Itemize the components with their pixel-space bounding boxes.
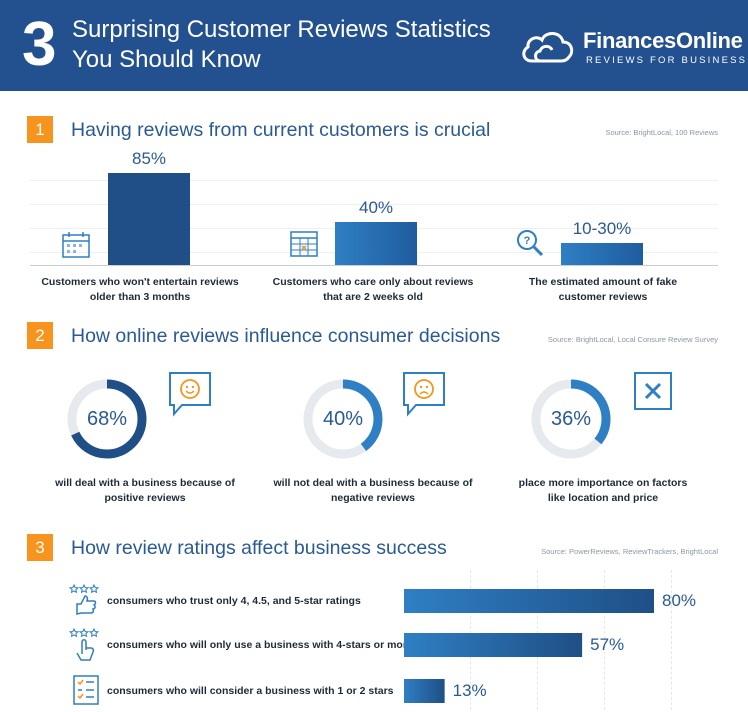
bar [335, 221, 417, 265]
gridline [604, 570, 605, 710]
caption-line: like location and price [547, 492, 659, 504]
bar-caption: The estimated amount of fake customer re… [493, 275, 713, 305]
row-label: consumers who trust only 4, 4.5, and 5-s… [107, 595, 361, 607]
section-2-source: Source: BrightLocal, Local Consure Revie… [547, 335, 718, 344]
brand-tagline: REVIEWS FOR BUSINESS [586, 55, 748, 66]
bar-value-label: 85% [131, 149, 167, 169]
gridline [671, 570, 672, 710]
caption-line: negative reviews [330, 492, 416, 504]
caption-line: positive reviews [104, 492, 186, 504]
caption-line: The estimated amount of fake [528, 276, 678, 288]
calendar-grid-icon [290, 231, 318, 257]
header-number: 3 [22, 10, 57, 79]
donut-value-label: 68% [86, 408, 128, 430]
page-title-line-2: You Should Know [72, 46, 261, 73]
donut-chart [67, 379, 147, 459]
donut-value-label: 36% [550, 408, 592, 430]
bar [404, 589, 654, 613]
checklist-icon [73, 675, 99, 705]
bar [404, 633, 583, 657]
caption-line: will not deal with a business because of [273, 477, 473, 489]
bar-value-label: 57% [590, 635, 625, 654]
caption-line: older than 3 months [89, 291, 191, 303]
smiley-chat-icon [169, 372, 211, 417]
caption-line: will deal with a business because of [55, 477, 235, 489]
bar-value-label: 10-30% [572, 219, 632, 239]
caption-line: customer reviews [558, 291, 648, 303]
bar [108, 173, 190, 265]
caption-line: Customers who care only about reviews [272, 276, 474, 288]
bar-value-label: 13% [452, 681, 487, 700]
baseline [30, 265, 718, 266]
gridline [30, 180, 718, 181]
section-1-number: 1 [27, 116, 53, 143]
bar [404, 679, 445, 703]
donut-arc [303, 379, 383, 459]
stars-thumb-icon [69, 584, 99, 615]
cloud-logo-icon [522, 32, 574, 63]
stars-hand-icon [69, 628, 99, 661]
donut-arc [67, 379, 147, 459]
svg-text:?: ? [524, 235, 531, 247]
bar [561, 243, 643, 265]
row-label: consumers who will only use a business w… [107, 639, 413, 651]
bar-caption: Customers who won't entertain reviews ol… [30, 275, 250, 305]
header-banner [0, 0, 748, 91]
page-title-line-1: Surprising Customer Reviews Statistics [72, 16, 491, 43]
close-box-icon [634, 372, 672, 410]
donut-chart [303, 379, 383, 459]
row-label: consumers who will consider a business w… [107, 685, 394, 697]
caption-line: place more importance on factors [518, 477, 688, 489]
calendar-icon [62, 232, 90, 258]
caption-line: that are 2 weeks old [323, 291, 423, 303]
donut-chart [531, 379, 611, 459]
bar-caption: Customers who care only about reviews th… [263, 275, 483, 305]
magnifier-icon: ? [517, 230, 544, 257]
bar-value-label: 40% [358, 197, 394, 217]
section-2-number: 2 [27, 322, 53, 349]
donut-caption: will deal with a business because of pos… [40, 476, 250, 506]
section-2-title: How online reviews influence consumer de… [71, 325, 501, 347]
section-3-title: How review ratings affect business succe… [71, 537, 447, 559]
donut-caption: place more importance on factors like lo… [498, 476, 708, 506]
section-3-source: Source: PowerReviews, ReviewTrackers, Br… [541, 547, 718, 556]
donut-value-label: 40% [322, 408, 364, 430]
bar-value-label: 80% [662, 591, 697, 610]
gridline [30, 204, 718, 205]
section-1-source: Source: BrightLocal, 100 Reviews [605, 128, 718, 137]
section-3-number: 3 [27, 534, 53, 561]
donut-arc [531, 379, 611, 459]
section-1-title: Having reviews from current customers is… [71, 119, 491, 141]
brand-name: FinancesOnline [583, 28, 743, 53]
caption-line: Customers who won't entertain reviews [41, 276, 239, 288]
donut-caption: will not deal with a business because of… [268, 476, 478, 506]
sad-chat-icon [403, 372, 445, 417]
